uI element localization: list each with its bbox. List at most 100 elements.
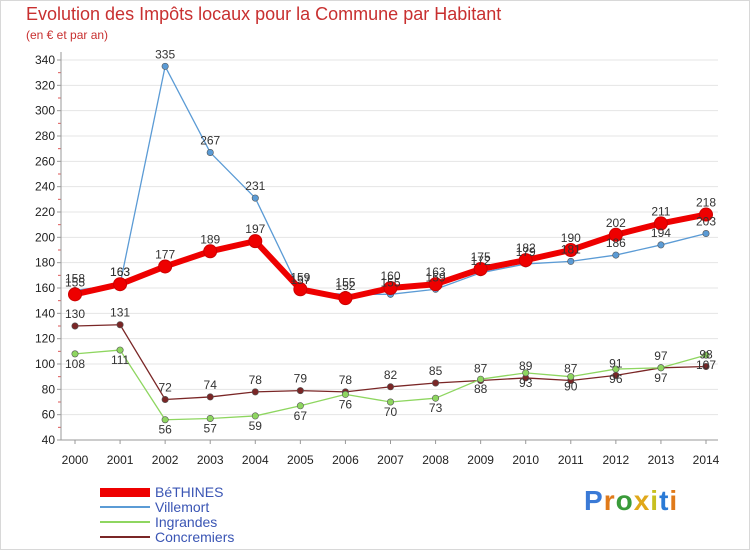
data-point-béthines [473,262,488,276]
x-tick-label-2004: 2004 [242,453,269,467]
data-label-ingrandes: 56 [158,423,172,437]
legend-label: BéTHINES [155,484,224,500]
y-tick-label-80: 80 [42,382,56,396]
data-point-béthines [293,282,308,297]
data-label-béthines: 197 [245,222,265,236]
data-label-ingrandes: 59 [249,419,263,433]
data-label-béthines: 159 [290,270,310,284]
y-tick-label-320: 320 [35,78,55,92]
data-label-béthines: 182 [516,241,536,255]
data-label-concremiers: 79 [294,372,308,386]
data-point-concremiers [206,393,214,401]
data-point-ingrandes [341,390,349,398]
y-tick-label-160: 160 [35,281,55,295]
x-tick-label-2007: 2007 [377,453,404,467]
chart-subtitle: (en € et par an) [26,28,109,42]
data-point-villemort [251,194,259,202]
x-tick-label-2006: 2006 [332,453,359,467]
data-label-béthines: 189 [200,232,220,246]
data-point-concremiers [432,379,440,387]
data-point-concremiers [296,387,304,395]
data-point-ingrandes [522,369,530,377]
data-label-concremiers: 87 [564,361,578,375]
y-tick-label-100: 100 [35,357,55,371]
data-point-béthines [428,277,443,292]
y-tick-label-200: 200 [35,230,55,244]
x-tick-label-2008: 2008 [422,453,449,467]
data-point-ingrandes [612,365,620,373]
data-point-ingrandes [71,350,79,358]
y-tick-label-40: 40 [42,433,56,447]
data-point-béthines [699,207,713,222]
data-label-ingrandes: 90 [564,380,578,394]
x-tick-label-2012: 2012 [603,453,630,467]
data-label-béthines: 163 [110,265,130,279]
brand-letter: o [615,485,634,516]
x-tick-label-2005: 2005 [287,453,314,467]
data-label-villemort: 155 [335,275,355,289]
data-point-ingrandes [657,364,665,372]
data-point-béthines [338,291,353,306]
data-label-concremiers: 72 [158,380,172,394]
data-label-villemort: 158 [65,272,85,286]
data-label-villemort: 157 [290,273,310,287]
data-point-béthines [608,227,623,242]
data-label-béthines: 177 [155,247,175,261]
brand-letter: r [603,485,616,516]
brand-letter: i [650,485,660,516]
data-point-ingrandes [386,398,394,406]
legend-label: Ingrandes [155,514,218,530]
y-tick-label-260: 260 [35,154,55,168]
data-label-béthines: 202 [606,216,626,230]
data-label-villemort: 203 [696,215,716,229]
y-tick-label-140: 140 [35,306,55,320]
data-point-béthines [203,244,218,259]
data-point-villemort [612,251,620,259]
data-point-villemort [206,148,214,156]
brand-letter: i [669,485,679,516]
chart-title: Evolution des Impôts locaux pour la Comm… [26,4,502,24]
data-label-béthines: 160 [380,269,400,283]
data-label-ingrandes: 67 [294,409,308,423]
data-label-ingrandes: 73 [429,401,443,415]
data-point-béthines [248,234,263,249]
data-label-concremiers: 78 [249,373,263,387]
data-label-ingrandes: 97 [654,371,668,385]
data-label-villemort: 335 [155,47,175,61]
data-point-concremiers [702,363,710,371]
data-label-ingrandes: 88 [474,382,488,396]
data-label-concremiers: 74 [204,378,218,392]
data-label-ingrandes: 108 [65,357,85,371]
data-label-ingrandes: 93 [519,376,533,390]
data-point-ingrandes [161,416,169,424]
brand-letter: t [659,485,670,516]
legend-label: Villemort [155,499,210,515]
data-point-ingrandes [116,346,124,354]
x-tick-label-2013: 2013 [648,453,675,467]
data-label-villemort: 267 [200,133,220,147]
data-label-villemort: 159 [426,270,446,284]
data-point-béthines [653,216,668,231]
x-tick-label-2001: 2001 [107,453,134,467]
x-tick-label-2000: 2000 [62,453,89,467]
y-tick-label-180: 180 [35,256,55,270]
data-label-villemort: 231 [245,179,265,193]
data-point-ingrandes [702,351,710,359]
data-label-concremiers: 82 [384,368,398,382]
data-label-béthines: 152 [335,279,355,293]
data-point-béthines [563,243,578,257]
data-label-ingrandes: 111 [111,353,130,367]
x-tick-label-2002: 2002 [152,453,179,467]
data-label-béthines: 163 [426,265,446,279]
legend-swatch [100,536,150,538]
data-label-villemort: 194 [651,226,671,240]
data-point-ingrandes [206,414,214,422]
data-point-ingrandes [251,412,259,420]
data-label-villemort: 181 [561,242,581,256]
data-point-concremiers [71,322,79,330]
data-label-concremiers: 78 [339,373,353,387]
data-point-béthines [518,253,533,268]
data-label-ingrandes: 57 [204,421,218,435]
data-point-concremiers [161,395,169,403]
